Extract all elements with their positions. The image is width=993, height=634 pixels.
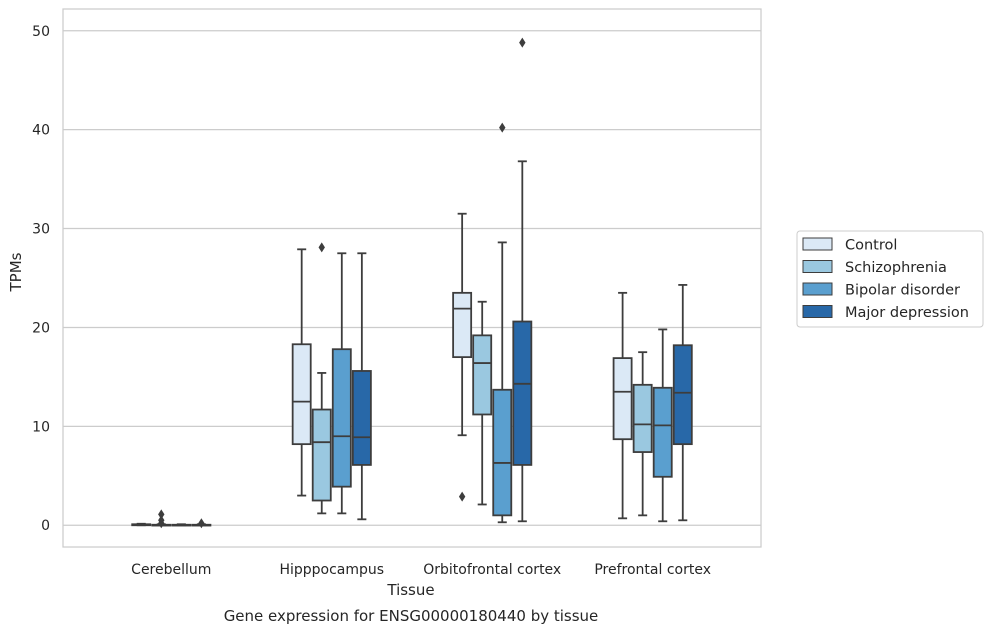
- box-iqr: [672, 344, 693, 446]
- y-tick-label: 0: [41, 518, 50, 534]
- outlier-point: [318, 242, 325, 253]
- y-tick-label: 30: [32, 222, 50, 238]
- box-iqr: [652, 386, 673, 478]
- box-iqr: [512, 320, 533, 466]
- box-hipppocampus-control: [291, 248, 312, 497]
- legend-swatch-schizophrenia: [802, 260, 833, 273]
- x-axis-label: Tissue: [386, 581, 434, 599]
- box-iqr: [351, 370, 372, 466]
- y-axis-label: TPMs: [7, 252, 25, 292]
- box-iqr: [472, 334, 493, 416]
- box-prefrontal-cortex-control: [612, 291, 633, 520]
- outlier-point: [458, 491, 466, 502]
- box-hipppocampus-bipolar-disorder: [331, 252, 352, 515]
- y-tick-label: 20: [32, 320, 50, 336]
- y-tick-label: 10: [32, 419, 50, 435]
- box-hipppocampus-major-depression: [351, 252, 372, 521]
- legend-label-control: Control: [845, 238, 897, 254]
- legend-label-schizophrenia: Schizophrenia: [845, 260, 947, 276]
- chart-caption: Gene expression for ENSG00000180440 by t…: [224, 607, 599, 625]
- legend-swatch-major-depression: [802, 305, 833, 318]
- box-prefrontal-cortex-schizophrenia: [632, 351, 653, 517]
- x-tick-label-cerebellum: Cerebellum: [131, 562, 211, 578]
- x-tick-label-hipppocampus: Hipppocampus: [279, 562, 384, 578]
- y-tick-label: 40: [32, 123, 50, 139]
- box-iqr: [291, 343, 312, 446]
- outlier-point: [158, 509, 165, 520]
- legend-label-bipolar-disorder: Bipolar disorder: [845, 283, 960, 299]
- box-orbitofrontal-cortex-bipolar-disorder: [492, 122, 513, 524]
- outlier-point: [499, 122, 506, 133]
- plot-frame: [62, 8, 762, 548]
- legend-frame: [796, 230, 984, 328]
- boxes-layer: [131, 37, 693, 529]
- outlier-point: [198, 518, 205, 529]
- box-iqr: [612, 357, 633, 441]
- box-iqr: [492, 388, 513, 517]
- box-prefrontal-cortex-bipolar-disorder: [652, 328, 673, 523]
- x-tick-label-prefrontal-cortex: Prefrontal cortex: [594, 562, 711, 578]
- y-tick-label: 50: [32, 24, 50, 40]
- legend-label-major-depression: Major depression: [845, 305, 969, 321]
- box-hipppocampus-schizophrenia: [311, 242, 332, 515]
- y-tick-labels: 0 10 20 30 40 50: [32, 24, 50, 534]
- legend: Control Schizophrenia Bipolar disorder Majo…: [796, 230, 984, 328]
- box-prefrontal-cortex-major-depression: [672, 284, 693, 522]
- box-orbitofrontal-cortex-major-depression: [512, 37, 533, 523]
- box-iqr: [311, 408, 332, 502]
- box-iqr: [632, 383, 653, 453]
- box-cerebellum-major-depression: [191, 518, 212, 529]
- outlier-point: [519, 37, 526, 48]
- legend-swatch-bipolar-disorder: [802, 282, 833, 296]
- box-cerebellum-control: [131, 522, 152, 527]
- legend-swatch-control: [802, 237, 833, 251]
- outlier-point: [158, 518, 165, 529]
- x-tick-labels: Cerebellum Hipppocampus Orbitofrontal cort…: [131, 562, 711, 578]
- grid-layer: [63, 30, 761, 526]
- x-tick-label-orbitofrontal-cortex: Orbitofrontal cortex: [423, 562, 561, 578]
- box-orbitofrontal-cortex-schizophrenia: [472, 300, 493, 506]
- box-iqr: [331, 348, 352, 488]
- box-iqr: [452, 291, 473, 359]
- box-cerebellum-schizophrenia: [151, 509, 172, 529]
- box-orbitofrontal-cortex-control: [452, 212, 473, 502]
- box-cerebellum-bipolar-disorder: [171, 523, 192, 527]
